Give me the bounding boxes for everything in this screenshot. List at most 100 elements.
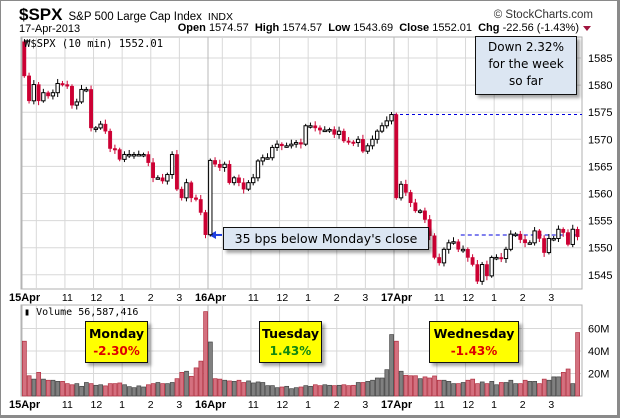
candle-down xyxy=(470,257,475,265)
volume-bar xyxy=(370,379,375,397)
day-change: -1.43% xyxy=(450,344,498,358)
candle-down xyxy=(360,139,365,152)
candle-up xyxy=(303,125,308,145)
volume-bar xyxy=(179,372,185,397)
candle-down xyxy=(36,84,41,102)
candle-up xyxy=(208,159,213,236)
candle-down xyxy=(27,75,31,102)
volume-bar xyxy=(93,384,99,397)
time-tick-label: 2 xyxy=(520,399,526,411)
volume-bar xyxy=(522,379,528,397)
volume-bar xyxy=(150,383,156,397)
volume-bar xyxy=(465,379,471,397)
volume-bar xyxy=(198,360,204,397)
annotation-line: Down 2.32% xyxy=(488,40,564,54)
candle-up xyxy=(55,82,60,94)
candle-up xyxy=(546,237,552,254)
time-tick-label: 12 xyxy=(277,399,289,411)
volume-bar xyxy=(36,372,42,397)
candle-up xyxy=(260,157,265,162)
candle-down xyxy=(198,199,203,213)
volume-bar xyxy=(131,387,137,397)
high-label: High xyxy=(254,22,280,34)
volume-bar xyxy=(231,381,237,397)
ohlc-summary: Open 1574.57 High 1574.57 Low 1543.69 Cl… xyxy=(178,22,591,34)
volume-bar xyxy=(575,332,580,397)
candle-down xyxy=(313,125,318,129)
candle-up xyxy=(532,230,537,244)
candle-down xyxy=(408,192,413,203)
open-label: Open xyxy=(177,22,206,34)
candle-down xyxy=(112,148,117,151)
volume-bar xyxy=(422,376,428,397)
candle-down xyxy=(217,163,222,168)
annotation-line: so far xyxy=(509,74,543,88)
volume-bar xyxy=(22,340,27,397)
candle-up xyxy=(322,129,327,133)
candle-up xyxy=(93,127,99,130)
candle-up xyxy=(384,120,389,127)
volume-bar xyxy=(355,382,361,397)
time-tick-label: 16Apr xyxy=(195,292,227,304)
volume-bar xyxy=(303,385,309,397)
volume-bar xyxy=(31,378,37,397)
volume-bar xyxy=(203,311,208,397)
candle-down xyxy=(318,127,322,131)
time-tick-label: 1 xyxy=(491,292,497,304)
candle-up xyxy=(284,145,289,148)
candle-up xyxy=(336,130,342,135)
candle-down xyxy=(394,114,399,199)
candle-up xyxy=(379,125,385,132)
candle-down xyxy=(241,182,246,190)
volume-bar xyxy=(284,385,290,397)
time-tick-label: 11 xyxy=(434,292,445,304)
volume-bar xyxy=(346,385,352,397)
candle-down xyxy=(432,235,437,258)
volume-bar xyxy=(265,385,270,397)
volume-bar xyxy=(565,368,571,397)
candle-up xyxy=(365,145,370,152)
candle-up xyxy=(398,183,404,199)
time-tick-label: 16Apr xyxy=(195,399,227,411)
high-value: 1574.57 xyxy=(282,22,323,34)
time-tick-label: 12 xyxy=(91,399,103,411)
price-tick-label: 1585 xyxy=(588,53,612,65)
candle-up xyxy=(460,248,466,252)
volume-bar xyxy=(260,382,266,397)
candle-down xyxy=(437,257,442,264)
time-tick-label: 1 xyxy=(119,399,125,411)
time-tick-label: 2 xyxy=(520,292,526,304)
volume-bar xyxy=(146,384,151,397)
volume-bar xyxy=(389,334,394,397)
volume-bar xyxy=(436,379,442,397)
candle-up xyxy=(570,228,575,245)
volume-bar xyxy=(570,383,576,397)
candle-up xyxy=(231,177,237,184)
volume-bar xyxy=(360,382,366,397)
candle-up xyxy=(513,233,518,237)
candle-up xyxy=(141,153,146,157)
volume-bar xyxy=(494,384,499,397)
volume-bar xyxy=(217,378,223,397)
volume-bar xyxy=(312,384,318,397)
price-tick-label: 1570 xyxy=(588,134,612,146)
symbol: $SPX xyxy=(19,5,63,24)
time-tick-label: 2 xyxy=(148,292,154,304)
day-name: Tuesday xyxy=(261,326,320,341)
candle-down xyxy=(346,140,351,143)
volume-bar xyxy=(546,379,552,397)
volume-bar xyxy=(136,385,142,397)
candle-up xyxy=(165,174,170,182)
candle-down xyxy=(189,182,194,199)
volume-bar xyxy=(384,369,390,397)
copyright[interactable]: © StockCharts.com xyxy=(493,9,593,21)
candle-down xyxy=(566,232,570,245)
candle-down xyxy=(179,188,184,199)
candle-up xyxy=(50,92,56,97)
candle-up xyxy=(446,242,451,250)
candle-down xyxy=(227,163,232,183)
candle-down xyxy=(341,130,346,142)
time-tick-label: 12 xyxy=(91,292,103,304)
volume-bar xyxy=(165,383,170,397)
volume-bar xyxy=(556,376,561,397)
